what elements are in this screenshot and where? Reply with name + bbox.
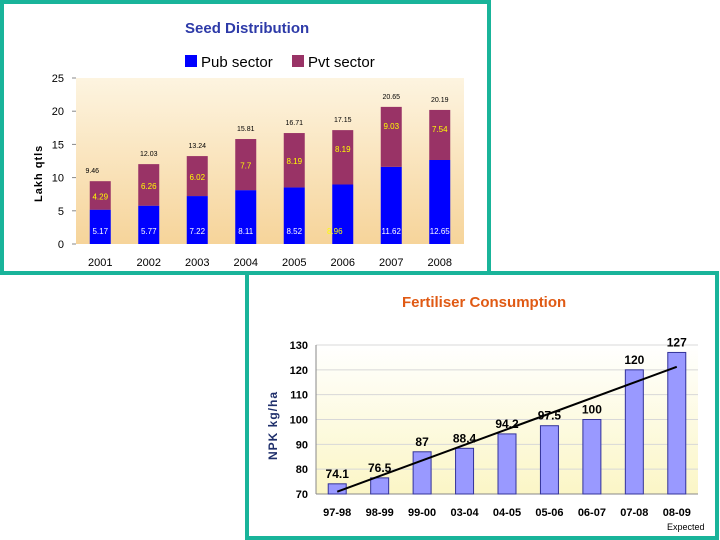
seed-chart-title: Seed Distribution <box>185 20 309 37</box>
fert-y-tick-label: 130 <box>290 340 308 352</box>
pub-sector-bar <box>429 160 451 244</box>
pub-sector-bar <box>283 187 305 244</box>
pub-value-label: 12.65 <box>430 227 451 236</box>
fert-bar <box>370 477 390 495</box>
fert-x-tick-label: 05-06 <box>535 507 563 519</box>
pub-sector-bar <box>186 196 208 244</box>
fert-value-label: 100 <box>582 403 602 417</box>
pub-value-label: 8.96 <box>327 227 343 236</box>
fert-x-tick-label: 97-98 <box>323 507 351 519</box>
total-value-label: 17.15 <box>334 117 352 124</box>
fert-bar <box>624 369 644 495</box>
legend-pvt-label: Pvt sector <box>308 54 375 71</box>
pub-sector-bar <box>380 166 402 244</box>
seed-x-tick-label: 2006 <box>331 257 355 269</box>
fert-bar <box>497 433 517 495</box>
fert-y-axis-label: NPK kg/ha <box>266 391 280 460</box>
fert-value-label: 76.5 <box>368 461 392 475</box>
pvt-value-label: 8.19 <box>286 157 302 166</box>
seed-x-tick-label: 2007 <box>379 257 403 269</box>
legend-pvt-swatch <box>292 55 304 67</box>
legend-pub-label: Pub sector <box>201 54 273 71</box>
seed-y-tick-label: 15 <box>52 139 64 151</box>
seed-y-tick-label: 25 <box>52 73 64 85</box>
fert-chart-title: Fertiliser Consumption <box>402 294 566 311</box>
pub-sector-bar <box>332 184 354 244</box>
total-value-label: 15.81 <box>237 126 255 133</box>
fert-x-tick-label: 07-08 <box>620 507 648 519</box>
fert-bar <box>667 351 687 495</box>
fert-value-label: 120 <box>624 353 644 367</box>
seed-plot-area <box>76 78 464 244</box>
fert-bar <box>539 425 559 495</box>
seed-x-tick-label: 2003 <box>185 257 209 269</box>
pvt-value-label: 7.54 <box>432 125 448 134</box>
seed-x-tick-label: 2002 <box>137 257 161 269</box>
fert-trendline <box>336 365 678 493</box>
seed-distribution-chart: Seed Distribution Pub sector Pvt sector … <box>33 20 464 269</box>
total-value-label: 12.03 <box>140 151 158 158</box>
pvt-sector-bar <box>332 130 354 185</box>
fert-y-tick-label: 80 <box>296 464 308 476</box>
pvt-sector-bar <box>380 106 402 167</box>
pub-value-label: 5.77 <box>141 227 157 236</box>
pvt-sector-bar <box>283 133 305 188</box>
fert-y-tick-label: 90 <box>296 439 308 451</box>
fert-value-label: 88.4 <box>453 431 477 445</box>
fert-y-tick-label: 100 <box>290 415 308 427</box>
fert-x-tick-label: 06-07 <box>578 507 606 519</box>
expected-annotation: Expected <box>667 522 705 532</box>
seed-distribution-panel: Seed Distribution Pub sector Pvt sector … <box>0 0 491 275</box>
fert-y-tick-label: 70 <box>296 489 308 501</box>
seed-x-tick-label: 2008 <box>428 257 452 269</box>
fert-x-tick-label: 03-04 <box>450 507 479 519</box>
pvt-sector-bar <box>138 164 160 206</box>
fert-y-tick-label: 110 <box>290 390 308 402</box>
fertiliser-consumption-panel: Fertiliser Consumption NPK kg/ha Expecte… <box>245 271 719 540</box>
total-value-label: 20.65 <box>382 94 400 101</box>
pvt-value-label: 7.7 <box>240 162 252 171</box>
seed-x-tick-label: 2005 <box>282 257 306 269</box>
legend-pub-swatch <box>185 55 197 67</box>
pvt-value-label: 6.02 <box>189 173 205 182</box>
pvt-value-label: 4.29 <box>92 192 108 201</box>
total-value-label: 16.71 <box>285 120 303 127</box>
pub-value-label: 7.22 <box>189 227 205 236</box>
seed-y-tick-label: 10 <box>52 173 64 185</box>
fert-value-label: 74.1 <box>326 467 350 481</box>
pub-value-label: 11.62 <box>382 227 402 236</box>
fert-bar <box>582 419 602 495</box>
total-value-label: 9.46 <box>85 168 99 175</box>
seed-y-tick-label: 0 <box>58 239 64 251</box>
fert-y-tick-label: 120 <box>290 365 308 377</box>
total-value-label: 13.24 <box>188 143 206 150</box>
pub-value-label: 5.17 <box>92 227 108 236</box>
seed-x-tick-label: 2004 <box>234 257 258 269</box>
seed-y-axis-label: Lakh qtls <box>33 145 45 202</box>
pvt-sector-bar <box>186 156 208 197</box>
seed-x-tick-label: 2001 <box>88 257 112 269</box>
fertiliser-consumption-chart: Fertiliser Consumption NPK kg/ha Expecte… <box>266 294 705 532</box>
pvt-value-label: 9.03 <box>383 122 399 131</box>
pvt-sector-bar <box>235 139 257 191</box>
pvt-sector-bar <box>429 109 451 161</box>
pub-value-label: 8.11 <box>238 227 254 236</box>
fert-x-tick-label: 99-00 <box>408 507 436 519</box>
pub-sector-bar <box>89 209 111 244</box>
fert-x-tick-label: 04-05 <box>493 507 521 519</box>
fert-x-tick-label: 98-99 <box>366 507 394 519</box>
fert-x-tick-label: 08-09 <box>663 507 691 519</box>
fert-bar <box>455 447 475 495</box>
total-value-label: 20.19 <box>431 97 449 104</box>
seed-y-tick-label: 20 <box>52 106 64 118</box>
seed-y-tick-label: 5 <box>58 206 64 218</box>
fert-value-label: 127 <box>667 335 687 349</box>
pvt-value-label: 8.19 <box>335 145 351 154</box>
pub-value-label: 8.52 <box>286 227 302 236</box>
fert-value-label: 87 <box>415 435 429 449</box>
pub-sector-bar <box>138 205 160 244</box>
pvt-value-label: 6.26 <box>141 182 157 191</box>
pub-sector-bar <box>235 190 257 244</box>
pvt-sector-bar <box>89 181 111 210</box>
